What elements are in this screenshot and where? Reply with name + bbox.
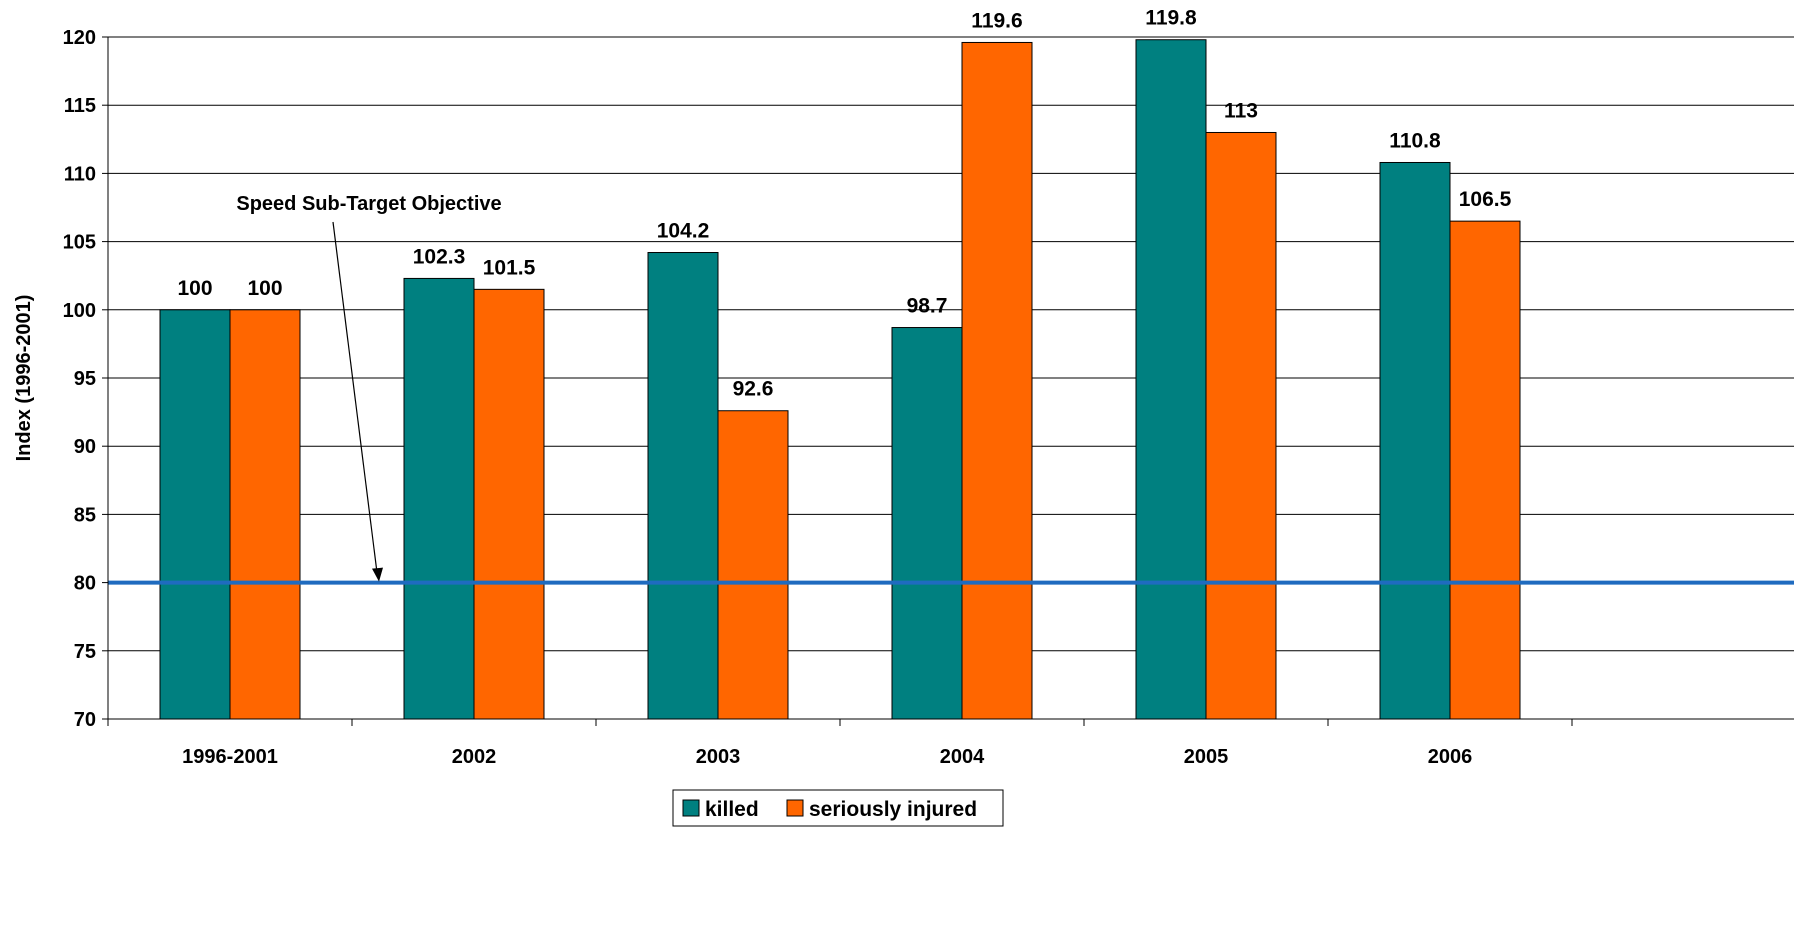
y-tick-label: 80	[74, 573, 96, 595]
legend: killed seriously injured	[672, 789, 1004, 827]
legend-swatch-seriously-injured	[786, 799, 804, 817]
legend-box	[672, 789, 1004, 827]
data-label: 119.8	[1145, 7, 1197, 30]
data-label: 119.6	[971, 9, 1022, 32]
y-tick-label: 90	[74, 436, 96, 458]
x-category-label: 2002	[452, 746, 497, 768]
y-tick-label: 120	[63, 27, 96, 49]
legend-label-seriously-injured: seriously injured	[809, 798, 977, 821]
legend-label-killed: killed	[705, 798, 759, 821]
data-label: 98.7	[907, 295, 948, 318]
legend-swatch-killed	[682, 799, 700, 817]
bar-killed-2006	[1379, 161, 1451, 720]
annotation-arrowhead	[372, 567, 383, 582]
x-category-label: 2003	[696, 746, 741, 768]
bar-killed-2003	[647, 252, 719, 720]
bar-killed-2005	[1135, 39, 1207, 720]
y-tick-label: 85	[74, 504, 96, 526]
x-category-label: 2006	[1428, 746, 1473, 768]
data-label: 110.8	[1389, 129, 1441, 152]
data-label: 100	[177, 277, 212, 300]
y-tick-label: 115	[64, 95, 96, 117]
bars	[159, 39, 1521, 720]
bar-killed-1996-2001	[159, 309, 231, 720]
x-category-label: 2004	[940, 746, 985, 768]
bar-seriously-injured-1996-2001	[229, 309, 301, 720]
y-tick-label: 105	[63, 232, 96, 254]
data-label: 101.5	[483, 256, 536, 279]
axes: 70 75 80 85 90 95 100 105 110 115 120 1996-2001 2002…	[63, 27, 1794, 768]
y-tick-label: 70	[74, 709, 96, 731]
bar-seriously-injured-2003	[717, 410, 789, 720]
bar-killed-2004	[891, 327, 963, 720]
y-tick-label: 95	[74, 368, 96, 390]
x-category-label: 1996-2001	[182, 746, 278, 768]
bar-seriously-injured-2002	[473, 288, 545, 720]
x-category-label: 2005	[1184, 746, 1229, 768]
annotation-arrow-line	[332, 221, 378, 573]
data-label: 104.2	[657, 220, 710, 243]
data-labels: 100 102.3 104.2 98.7 119.8 110.8 100 101.5 92.6 1…	[177, 7, 1511, 401]
bar-seriously-injured-2005	[1205, 131, 1277, 720]
data-label: 106.5	[1459, 188, 1512, 211]
y-axis-title: Index (1996-2001)	[13, 295, 35, 462]
data-label: 102.3	[413, 245, 466, 268]
y-tick-label: 100	[63, 300, 96, 322]
data-label: 100	[247, 277, 282, 300]
y-tick-label: 75	[74, 641, 96, 663]
data-label: 113	[1224, 99, 1258, 122]
bar-seriously-injured-2004	[961, 41, 1033, 720]
bar-killed-2002	[403, 277, 475, 720]
target-annotation-label: Speed Sub-Target Objective	[236, 193, 501, 215]
target-annotation: Speed Sub-Target Objective	[236, 193, 502, 582]
y-tick-label: 110	[64, 163, 96, 185]
bar-seriously-injured-2006	[1449, 220, 1521, 720]
data-label: 92.6	[733, 378, 774, 401]
